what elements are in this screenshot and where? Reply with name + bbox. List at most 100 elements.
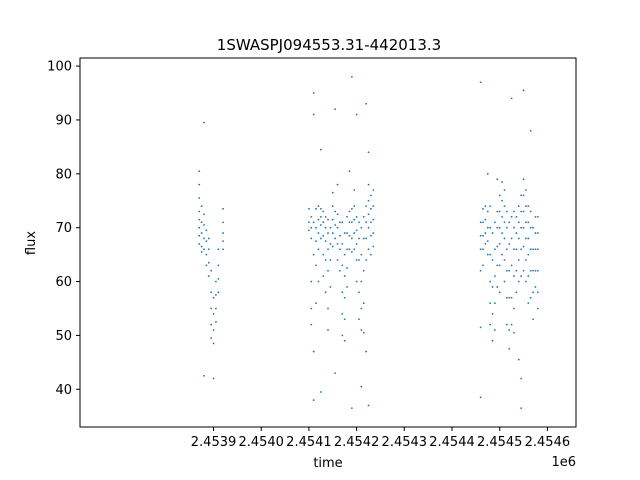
data-point [319,391,322,393]
data-point [334,108,337,111]
data-point [532,269,534,272]
data-point [200,251,203,253]
data-point [365,221,368,224]
x-tick-label: 2.4539 [191,435,237,450]
data-point [515,291,518,294]
data-point [358,221,360,224]
data-point [350,75,353,78]
data-point [489,280,492,283]
data-point [536,307,539,310]
data-point [522,178,525,181]
data-point [310,323,313,326]
data-point [527,221,530,224]
chart-title: 1SWASPJ094553.31-442013.3 [217,36,441,54]
data-point [496,178,499,181]
data-point [343,253,346,256]
data-point [360,329,363,331]
y-tick-label: 40 [55,383,72,398]
data-point [496,264,499,267]
data-point [360,280,363,283]
data-point [484,205,487,208]
data-point [365,350,368,353]
data-point [491,232,494,234]
data-point [317,205,320,208]
data-point [329,259,332,261]
data-point [520,248,523,251]
x-tick-label: 2.4540 [238,435,284,450]
data-point [315,207,317,210]
data-point [327,232,329,234]
data-point [508,269,511,272]
data-point [362,302,365,304]
data-point [510,264,513,267]
data-point [525,221,527,224]
data-point [350,407,353,410]
data-point [479,269,482,272]
data-point [501,216,503,218]
data-point [222,240,224,243]
data-point [308,221,310,224]
data-point [534,216,537,218]
data-point [343,275,346,278]
data-point [215,280,217,283]
data-point [522,245,525,248]
data-point [360,385,363,388]
data-point [334,237,337,240]
data-point [322,221,325,224]
y-tick-label: 90 [55,113,72,128]
data-point [496,210,499,213]
data-point [501,253,503,256]
data-point [498,194,501,197]
data-point [372,189,375,191]
data-point [319,224,322,226]
data-point [498,226,501,229]
data-point [482,221,484,224]
y-tick-label: 50 [55,329,72,344]
x-tick-label: 2.4542 [334,435,380,450]
data-point [517,280,520,283]
data-point [510,97,513,100]
data-point [210,307,213,310]
data-point [353,218,356,221]
data-point [207,237,210,240]
y-axis: 40 50 60 70 80 90 100 [47,60,80,398]
data-point [327,307,329,310]
data-point [527,302,530,304]
data-point [319,216,322,218]
data-point [317,280,320,283]
x-tick-label: 2.4546 [525,435,571,450]
data-point [212,342,215,345]
data-point [479,234,482,237]
data-point [536,269,539,272]
data-point [346,232,348,234]
data-point [336,259,339,261]
data-point [315,302,317,304]
data-point [482,234,484,237]
data-point [534,286,537,288]
data-point [348,234,351,237]
data-point [343,318,346,321]
data-point [329,242,332,245]
data-point [494,329,496,331]
data-point [527,237,530,240]
data-point [498,210,501,213]
data-points [198,75,539,410]
data-point [501,199,503,202]
data-point [310,216,313,218]
data-point [336,213,339,216]
x-tick-label: 2.4545 [477,435,523,450]
data-point [522,226,525,229]
data-point [334,372,337,375]
data-point [529,210,532,213]
data-point [360,226,363,229]
data-point [358,259,360,261]
data-point [479,396,482,399]
data-point [520,194,523,197]
data-point [353,248,356,251]
data-point [515,232,518,234]
data-point [212,312,215,315]
data-point [322,275,325,278]
data-point [217,248,220,251]
data-point [210,291,213,294]
y-tick-label: 70 [55,221,72,236]
